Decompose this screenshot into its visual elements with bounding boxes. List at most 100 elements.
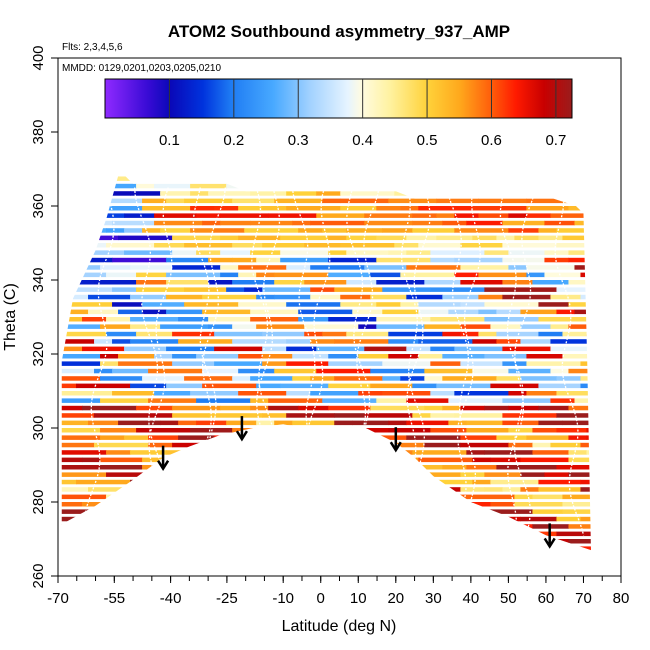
heatmap-cell <box>424 405 443 411</box>
heatmap-cell <box>106 317 131 322</box>
heatmap-cell <box>388 509 413 514</box>
heatmap-cell <box>364 265 407 270</box>
heatmap-cell <box>418 531 437 537</box>
x-tick-label: 30 <box>425 590 442 607</box>
heatmap-cell <box>130 317 179 322</box>
heatmap-cell <box>496 331 539 337</box>
heatmap-cell <box>304 243 341 248</box>
heatmap-cell <box>316 346 365 352</box>
heatmap-cell <box>538 317 591 322</box>
heatmap-cell <box>478 531 503 537</box>
heatmap-cell <box>520 376 557 381</box>
heatmap-cell <box>364 457 419 463</box>
heatmap-cell <box>568 405 591 411</box>
heatmap-cell <box>76 213 125 218</box>
heatmap-cell <box>406 465 443 470</box>
heatmap-cell <box>226 183 245 189</box>
heatmap-cell <box>562 354 591 359</box>
heatmap-cell <box>166 198 185 204</box>
heatmap-cell <box>484 450 533 455</box>
heatmap-cell <box>418 472 461 477</box>
heatmap-cell <box>496 516 521 522</box>
heatmap-cell <box>292 220 311 226</box>
heatmap-cell <box>502 487 521 492</box>
heatmap-cell <box>550 183 575 189</box>
heatmap-cell <box>556 228 591 233</box>
heatmap-cell <box>406 435 461 440</box>
heatmap-cell <box>220 479 263 485</box>
heatmap-cell <box>226 546 281 551</box>
heatmap-cell <box>118 354 155 359</box>
heatmap-cell <box>376 524 425 529</box>
heatmap-cell <box>226 287 245 292</box>
heatmap-cell <box>214 346 263 352</box>
heatmap-cell <box>208 457 233 463</box>
heatmap-cell <box>430 428 467 433</box>
heatmap-cell <box>310 220 365 226</box>
heatmap-cell <box>550 368 569 374</box>
heatmap-cell <box>334 428 389 433</box>
x-tick-label: -40 <box>160 590 182 607</box>
heatmap-cell <box>208 539 257 544</box>
heatmap-cell <box>58 169 95 174</box>
heatmap-cell <box>61 220 113 226</box>
heatmap-field <box>58 169 591 551</box>
heatmap-cell <box>154 516 203 522</box>
heatmap-cell <box>76 479 131 485</box>
heatmap-cell <box>400 376 425 381</box>
heatmap-cell <box>406 487 461 492</box>
heatmap-cell <box>172 413 209 418</box>
heatmap-cell <box>148 442 173 448</box>
heatmap-cell <box>178 317 209 322</box>
heatmap-cell <box>61 183 95 189</box>
heatmap-cell <box>388 442 425 448</box>
heatmap-cell <box>412 220 443 226</box>
heatmap-cell <box>202 531 221 537</box>
heatmap-cell <box>208 413 263 418</box>
heatmap-cell <box>574 265 591 270</box>
heatmap-cell <box>562 235 591 241</box>
heatmap-cell <box>424 280 461 285</box>
heatmap-cell <box>172 265 221 270</box>
heatmap-cell <box>568 450 587 455</box>
heatmap-cell <box>106 331 137 337</box>
x-axis-label: Latitude (deg N) <box>282 618 397 635</box>
heatmap-cell <box>172 235 221 241</box>
heatmap-cell <box>334 524 377 529</box>
heatmap-cell <box>136 272 167 278</box>
heatmap-cell <box>520 324 551 329</box>
heatmap-cell <box>322 487 353 492</box>
heatmap-cell <box>490 479 539 485</box>
heatmap-cell <box>112 220 155 226</box>
heatmap-cell <box>406 294 443 300</box>
heatmap-cell <box>136 287 185 292</box>
heatmap-cell <box>262 428 305 433</box>
heatmap-cell <box>142 302 185 307</box>
heatmap-cell <box>256 383 281 389</box>
heatmap-cell <box>184 302 239 307</box>
heatmap-cell <box>502 191 533 196</box>
heatmap-cell <box>61 331 107 337</box>
heatmap-cell <box>262 346 287 352</box>
heatmap-cell <box>466 428 509 433</box>
heatmap-cell <box>232 376 251 381</box>
heatmap-cell <box>520 169 551 174</box>
heatmap-cell <box>406 346 431 352</box>
heatmap-cell <box>574 220 591 226</box>
heatmap-cell <box>61 250 83 255</box>
heatmap-cell <box>562 546 591 551</box>
x-tick-label: 20 <box>387 590 404 607</box>
heatmap-cell <box>292 502 329 507</box>
heatmap-cell <box>220 250 251 255</box>
heatmap-cell <box>61 354 101 359</box>
heatmap-cell <box>166 280 209 285</box>
heatmap-cell <box>250 317 299 322</box>
heatmap-cell <box>280 383 329 389</box>
heatmap-cell <box>76 383 131 389</box>
heatmap-cell <box>388 339 419 344</box>
heatmap-cell <box>214 361 263 366</box>
heatmap-cell <box>472 235 497 241</box>
heatmap-cell <box>442 465 467 470</box>
heatmap-cell <box>61 339 95 344</box>
heatmap-cell <box>298 228 323 233</box>
